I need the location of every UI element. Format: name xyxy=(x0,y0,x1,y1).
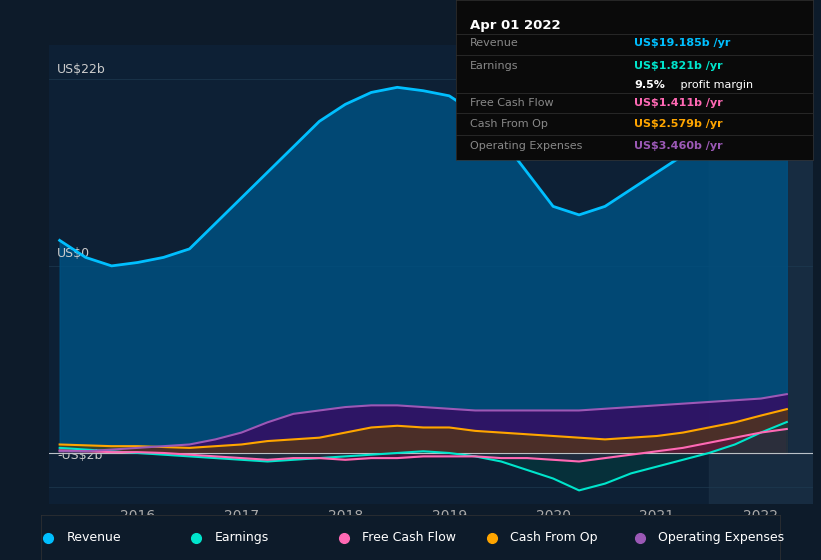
Bar xyxy=(709,45,813,504)
Text: US$22b: US$22b xyxy=(57,63,106,76)
Text: Revenue: Revenue xyxy=(470,38,519,48)
Text: US$3.460b /yr: US$3.460b /yr xyxy=(635,141,722,151)
Text: US$0: US$0 xyxy=(57,247,90,260)
Text: Earnings: Earnings xyxy=(215,531,269,544)
Text: US$19.185b /yr: US$19.185b /yr xyxy=(635,38,731,48)
Text: Cash From Op: Cash From Op xyxy=(470,119,548,129)
Text: Revenue: Revenue xyxy=(67,531,122,544)
Text: Earnings: Earnings xyxy=(470,61,518,71)
Text: US$2.579b /yr: US$2.579b /yr xyxy=(635,119,722,129)
Text: Operating Expenses: Operating Expenses xyxy=(658,531,784,544)
Text: -US$2b: -US$2b xyxy=(57,449,103,463)
Text: 9.5%: 9.5% xyxy=(635,80,665,90)
Text: profit margin: profit margin xyxy=(677,80,753,90)
Text: Operating Expenses: Operating Expenses xyxy=(470,141,582,151)
Text: Free Cash Flow: Free Cash Flow xyxy=(470,98,553,108)
Text: US$1.411b /yr: US$1.411b /yr xyxy=(635,98,723,108)
Text: Free Cash Flow: Free Cash Flow xyxy=(363,531,456,544)
Text: US$1.821b /yr: US$1.821b /yr xyxy=(635,61,722,71)
Text: Apr 01 2022: Apr 01 2022 xyxy=(470,19,561,32)
Text: Cash From Op: Cash From Op xyxy=(511,531,598,544)
